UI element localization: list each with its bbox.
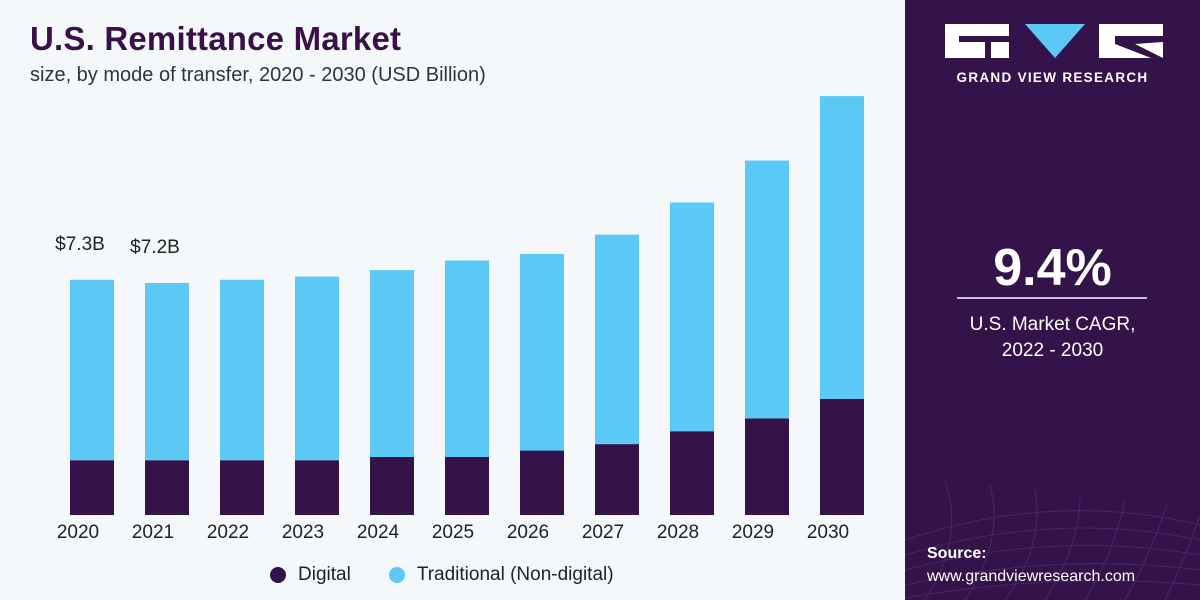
cagr-divider	[957, 297, 1147, 299]
bar-traditional-2020	[70, 279, 114, 461]
bar-digital-2020	[70, 460, 114, 515]
bar-traditional-2023	[295, 276, 339, 461]
source-link[interactable]: www.grandviewresearch.com	[927, 568, 1136, 585]
bar-traditional-2021	[145, 283, 189, 461]
bar-traditional-2022	[220, 279, 264, 461]
chart-title: U.S. Remittance Market	[30, 20, 402, 57]
chart-panel: U.S. Remittance Market size, by mode of …	[30, 20, 864, 586]
x-tick-label-2027: 2027	[582, 522, 624, 543]
bar-digital-2026	[520, 450, 564, 515]
bar-digital-2030	[820, 399, 864, 515]
data-label-2021: $7.2B	[130, 237, 180, 258]
x-tick-label-2025: 2025	[432, 522, 474, 543]
bar-digital-2022	[220, 460, 264, 515]
x-tick-label-2028: 2028	[657, 522, 699, 543]
cagr-label-line-2: 2022 - 2030	[1001, 340, 1104, 361]
legend-item-digital: Digital	[270, 564, 351, 586]
bar-digital-2023	[295, 460, 339, 515]
bar-traditional-2026	[520, 254, 564, 451]
x-tick-label-2024: 2024	[357, 522, 400, 543]
bar-digital-2028	[670, 431, 714, 515]
bar-digital-2029	[745, 418, 789, 515]
bar-traditional-2027	[595, 234, 639, 445]
x-tick-label-2022: 2022	[207, 522, 249, 543]
bar-traditional-2030	[820, 96, 864, 399]
bar-traditional-2025	[445, 260, 489, 457]
bar-traditional-2029	[745, 160, 789, 419]
x-tick-label-2020: 2020	[57, 522, 99, 543]
x-tick-label-2023: 2023	[282, 522, 324, 543]
bar-digital-2021	[145, 460, 189, 515]
chart-legend: Digital Traditional (Non-digital)	[270, 564, 652, 586]
data-label-2020: $7.3B	[55, 234, 105, 255]
bar-traditional-2024	[370, 270, 414, 457]
bar-traditional-2028	[670, 202, 714, 432]
grid-decoration	[905, 479, 1200, 600]
bar-digital-2027	[595, 444, 639, 515]
source-title: Source:	[927, 545, 987, 562]
info-sidebar: GRAND VIEW RESEARCH 9.4% U.S. Market CAG…	[905, 0, 1200, 600]
legend-label-digital: Digital	[298, 564, 351, 585]
cagr-label: U.S. Market CAGR, 2022 - 2030	[905, 312, 1200, 364]
gvr-logo	[945, 24, 1163, 58]
x-tick-label-2030: 2030	[807, 522, 849, 543]
brand-name: GRAND VIEW RESEARCH	[956, 70, 1149, 85]
bar-chart: $7.3B 2020 $7.2B 2021 2022 2023 2024 2025 2026 20…	[55, 96, 864, 543]
chart-subtitle: size, by mode of transfer, 2020 - 2030 (…	[30, 64, 486, 86]
bar-digital-2025	[445, 457, 489, 515]
cagr-value: 9.4%	[993, 239, 1112, 297]
legend-swatch-digital	[270, 567, 286, 583]
legend-swatch-traditional	[388, 567, 405, 583]
x-tick-label-2026: 2026	[507, 522, 549, 543]
x-tick-label-2029: 2029	[732, 522, 774, 543]
cagr-label-line-1: U.S. Market CAGR,	[969, 314, 1136, 335]
x-tick-label-2021: 2021	[132, 522, 174, 543]
legend-label-traditional: Traditional (Non-digital)	[416, 564, 614, 585]
legend-item-traditional: Traditional (Non-digital)	[388, 564, 614, 586]
bar-digital-2024	[370, 457, 414, 515]
